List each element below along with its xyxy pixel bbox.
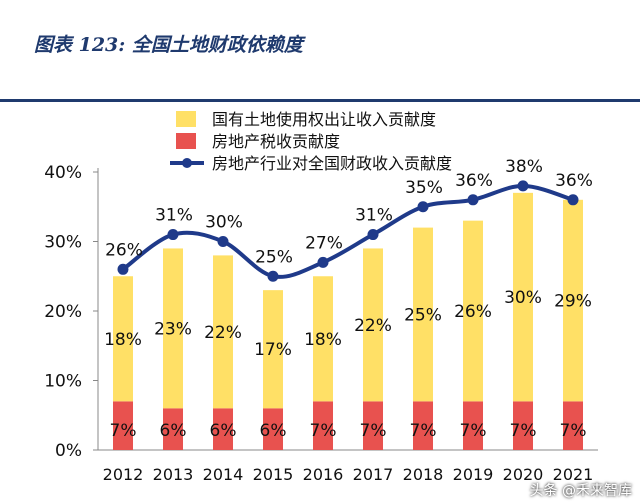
ratio-point xyxy=(117,263,129,275)
title-divider xyxy=(0,99,640,102)
x-tick-label: 2012 xyxy=(103,465,144,484)
bar-tax xyxy=(463,401,483,450)
y-tick-label: 0% xyxy=(55,441,82,461)
ratio-label: 27% xyxy=(305,233,343,253)
bar-tax-label: 6% xyxy=(210,421,237,441)
bar-land-label: 22% xyxy=(354,316,392,336)
ratio-label: 31% xyxy=(355,206,393,226)
bar-tax xyxy=(113,401,133,450)
ratio-label: 35% xyxy=(405,178,443,198)
bar-land-label: 17% xyxy=(254,340,292,360)
bar-land xyxy=(113,276,133,402)
ratio-point xyxy=(267,270,279,282)
bar-land xyxy=(263,290,283,409)
legend-swatch-land xyxy=(176,111,196,127)
bar-land-label: 25% xyxy=(404,305,442,325)
ratio-label: 31% xyxy=(155,206,193,226)
legend-label-tax: 房地产税收贡献度 xyxy=(212,132,340,151)
bar-land xyxy=(413,227,433,402)
bar-tax-label: 7% xyxy=(310,421,337,441)
figure-title: 图表 123: 全国土地财政依赖度 xyxy=(34,34,303,56)
ratio-label: 36% xyxy=(455,171,493,191)
ratio-label: 25% xyxy=(255,247,293,267)
bar-tax-label: 7% xyxy=(360,421,387,441)
bar-land-label: 18% xyxy=(104,330,142,350)
bar-land xyxy=(213,255,233,409)
x-tick-label: 2018 xyxy=(403,465,444,484)
legend-label-land: 国有土地使用权出让收入贡献度 xyxy=(212,110,436,129)
x-tick-label: 2019 xyxy=(453,465,494,484)
bar-tax-label: 7% xyxy=(460,421,487,441)
x-tick-label: 2020 xyxy=(503,465,544,484)
bar-land xyxy=(313,276,333,402)
bar-tax-label: 7% xyxy=(510,421,537,441)
ratio-point xyxy=(217,236,229,247)
ratio-point xyxy=(517,180,529,192)
y-tick-label: 10% xyxy=(44,372,82,392)
bar-tax-label: 7% xyxy=(410,421,437,441)
bar-land xyxy=(463,220,483,402)
bar-tax xyxy=(313,401,333,450)
bar-land xyxy=(563,199,583,402)
bar-land xyxy=(163,248,183,409)
x-tick-label: 2013 xyxy=(153,465,194,484)
ratio-point xyxy=(367,229,379,241)
ratio-label: 38% xyxy=(505,157,543,177)
bar-land xyxy=(513,192,533,402)
bar-land xyxy=(363,248,383,402)
bar-land-label: 23% xyxy=(154,319,192,339)
ratio-label: 26% xyxy=(105,240,143,260)
x-tick-label: 2017 xyxy=(353,465,394,484)
y-tick-label: 30% xyxy=(44,233,82,253)
watermark: 头条 @禾来智库 xyxy=(529,483,632,499)
bar-tax xyxy=(413,401,433,450)
ratio-line xyxy=(121,183,574,279)
bar-tax xyxy=(563,401,583,450)
bar-land-label: 26% xyxy=(454,302,492,322)
bar-tax xyxy=(163,408,183,450)
x-tick-label: 2021 xyxy=(553,465,594,484)
ratio-label: 30% xyxy=(205,213,243,233)
ratio-point xyxy=(417,201,429,213)
bar-tax xyxy=(363,401,383,450)
legend-label-ratio: 房地产行业对全国财政收入贡献度 xyxy=(212,154,452,173)
bar-tax-label: 6% xyxy=(160,421,187,441)
ratio-point xyxy=(467,194,479,206)
x-tick-label: 2014 xyxy=(203,465,244,484)
ratio-point xyxy=(317,256,329,268)
y-tick-label: 20% xyxy=(44,302,82,322)
bar-land-label: 18% xyxy=(304,330,342,350)
bar-tax xyxy=(213,408,233,450)
legend-marker-ratio xyxy=(182,158,192,168)
bar-tax-label: 6% xyxy=(260,421,287,441)
x-tick-label: 2016 xyxy=(303,465,344,484)
bar-land-label: 30% xyxy=(504,288,542,308)
x-tick-label: 2015 xyxy=(253,465,294,484)
ratio-label: 36% xyxy=(555,171,593,191)
bar-land-label: 29% xyxy=(554,292,592,312)
legend-swatch-tax xyxy=(176,133,196,149)
ratio-point xyxy=(167,229,179,241)
bar-tax-label: 7% xyxy=(110,421,137,441)
ratio-point xyxy=(567,194,579,206)
bar-tax xyxy=(513,401,533,450)
bar-tax xyxy=(263,408,283,450)
bar-land-label: 22% xyxy=(204,323,242,343)
bar-tax-label: 7% xyxy=(560,421,587,441)
y-tick-label: 40% xyxy=(44,163,82,183)
